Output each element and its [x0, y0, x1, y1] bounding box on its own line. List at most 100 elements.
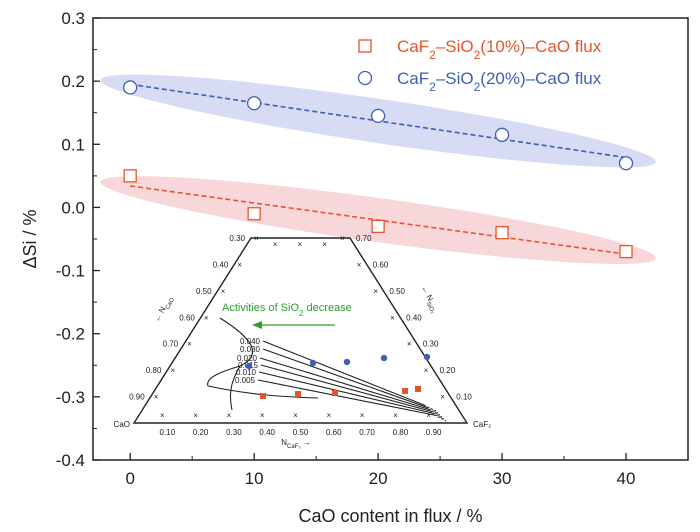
text-part: CaF: [397, 37, 429, 56]
ternary-inset: × 0.10 × 0.20 × 0.30 × 0.40 × 0.50 × 0.60 × 0.70 × 0.80…: [114, 234, 492, 450]
inset-tick-mark: ×: [322, 240, 327, 249]
x-tick-label: 0: [125, 469, 134, 488]
inset-isoactivity-label: 0.030: [240, 345, 261, 354]
inset-tick-mark: ×: [254, 234, 259, 243]
text-part: (10%)–CaO flux: [480, 37, 601, 56]
legend-label-1: CaF2–SiO2(20%)–CaO flux: [397, 69, 602, 94]
y-tick-label: -0.2: [56, 325, 85, 344]
inset-tick-mark: ×: [298, 240, 303, 249]
text-part: (20%)–CaO flux: [480, 69, 601, 88]
x-tick-label: 30: [493, 469, 512, 488]
inset-isoactivity-label: 0.040: [240, 337, 261, 346]
text-part: N: [281, 438, 287, 447]
inset-marker-blue-4: [423, 353, 431, 361]
inset-right-tick-label: 0.50: [389, 287, 405, 296]
inset-isoactivity-label: 0.010: [236, 368, 257, 377]
data-point-square-3: [495, 226, 509, 240]
inset-tick-mark: ×: [426, 411, 431, 420]
inset-left-tick-label: 0.90: [129, 393, 145, 402]
inset-corner-cao: CaO: [114, 420, 130, 429]
inset-tick-mark: ×: [193, 411, 198, 420]
x-axis-title: CaO content in flux / %: [298, 506, 482, 526]
y-tick-label: -0.1: [56, 262, 85, 281]
inset-isoactivity-line: [262, 340, 425, 406]
inset-tick-mark: ×: [357, 260, 362, 269]
inset-bottom-tick-label: 0.60: [326, 428, 342, 437]
inset-bottom-axis-label: NCaF₂ →: [281, 438, 310, 450]
data-point-circle-2: [370, 108, 386, 124]
data-point-circle-0: [123, 80, 138, 95]
inset-tick-mark: ×: [273, 240, 278, 249]
text-part: CaF: [397, 69, 429, 88]
inset-marker-blue-1: [309, 359, 317, 367]
legend-marker-circle: [357, 70, 373, 86]
subscript: 2: [429, 80, 436, 94]
inset-isoactivity-line: [257, 379, 435, 416]
inset-marker-red-4: [415, 386, 421, 392]
inset-left-tick-label: 0.50: [196, 287, 212, 296]
inset-tick-mark: ×: [393, 411, 398, 420]
y-tick-label: 0.2: [61, 72, 85, 91]
inset-right-tick-label: 0.10: [456, 393, 472, 402]
inset-bottom-tick-label: 0.50: [293, 428, 309, 437]
inset-marker-red-1: [295, 391, 301, 397]
subscript: 2: [299, 309, 304, 318]
inset-tick-mark: ×: [340, 234, 345, 243]
inset-isoactivity-dash: [429, 410, 443, 418]
inset-left-tick-label: 0.60: [179, 313, 195, 322]
legend-marker-square: [358, 39, 372, 53]
subscript: CaF₂: [287, 444, 301, 450]
inset-bottom-tick-label: 0.80: [393, 428, 409, 437]
inset-corner-caf2: CaF₂: [473, 420, 491, 429]
subscript: 2: [429, 48, 436, 62]
inset-annotation: Activities of SiO2 decrease: [222, 302, 352, 318]
inset-tick-mark: ×: [440, 393, 445, 402]
x-tick-label: 20: [369, 469, 388, 488]
inset-bottom-tick-label: 0.70: [359, 428, 375, 437]
inset-left-tick-label: 0.70: [163, 340, 179, 349]
inset-tick-mark: ×: [204, 313, 209, 322]
data-point-square-1: [247, 207, 261, 221]
inset-tick-mark: ×: [260, 411, 265, 420]
inset-right-tick-label: 0.70: [356, 234, 372, 243]
inset-marker-blue-0: [245, 362, 253, 370]
inset-tick-mark: ×: [424, 366, 429, 375]
inset-tick-mark: ×: [227, 411, 232, 420]
inset-right-tick-label: 0.30: [423, 340, 439, 349]
inset-isoactivity-line: [258, 371, 433, 414]
text-part: –SiO: [436, 37, 474, 56]
inset-tick-mark: ×: [390, 313, 395, 322]
y-tick-label: -0.3: [56, 388, 85, 407]
inset-bottom-tick-label: 0.30: [226, 428, 242, 437]
legend-label-0: CaF2–SiO2(10%)–CaO flux: [397, 37, 602, 62]
data-point-square-0: [123, 169, 137, 183]
inset-tick-mark: ×: [293, 411, 298, 420]
inset-boundary-curve: [207, 317, 319, 411]
y-tick-label: 0.0: [61, 198, 85, 217]
y-tick-label: 0.1: [61, 135, 85, 154]
inset-isoactivity-line: [262, 348, 427, 408]
inset-bottom-tick-label: 0.90: [426, 428, 442, 437]
legend: CaF2–SiO2(10%)–CaO fluxCaF2–SiO2(20%)–Ca…: [357, 37, 602, 94]
text-part: ← N: [420, 284, 436, 303]
inset-tick-mark: ×: [237, 260, 242, 269]
inset-tick-mark: ×: [160, 411, 165, 420]
y-axis-title: ΔSi / %: [20, 209, 40, 268]
x-tick-label: 10: [245, 469, 264, 488]
inset-marker-red-0: [260, 393, 266, 399]
inset-tick-mark: ×: [407, 340, 412, 349]
inset-tick-mark: ×: [326, 411, 331, 420]
inset-right-tick-label: 0.60: [373, 260, 389, 269]
inset-isoactivity-line: [260, 364, 431, 412]
data-point-square-2: [371, 219, 385, 234]
text-part: –SiO: [436, 69, 474, 88]
inset-right-tick-label: 0.40: [406, 313, 422, 322]
inset-marker-red-2: [332, 390, 338, 396]
inset-left-tick-label: 0.80: [146, 366, 162, 375]
inset-isoactivity-label: 0.005: [235, 376, 256, 385]
inset-isoactivity-label: 0.020: [237, 354, 258, 363]
inset-marker-blue-2: [343, 358, 351, 366]
data-point-circle-3: [494, 127, 510, 142]
inset-trapezoid: [132, 237, 469, 424]
